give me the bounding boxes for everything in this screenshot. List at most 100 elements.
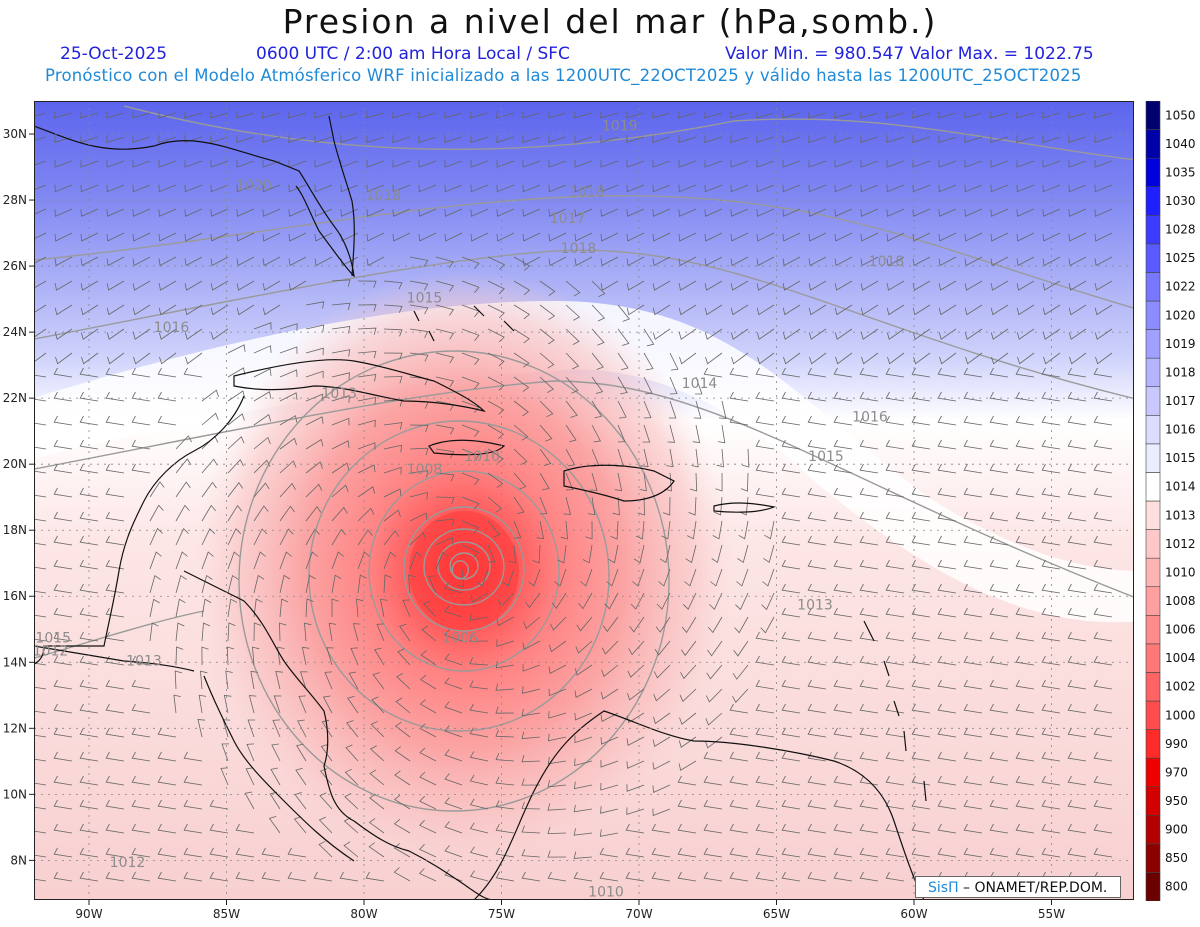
legend-swatch <box>1146 501 1160 530</box>
legend-label: 1028 <box>1165 223 1196 237</box>
y-tick-label: 20N <box>3 457 27 471</box>
credit-text: – ONAMET/REP.DOM. <box>959 880 1108 896</box>
isobar-label: 1015 <box>407 290 443 306</box>
y-tick-label: 22N <box>3 391 27 405</box>
legend-label: 1014 <box>1165 480 1196 494</box>
isobar-label: 1013 <box>126 654 162 670</box>
legend-swatch <box>1146 301 1160 330</box>
y-tick-label: 18N <box>3 523 27 537</box>
legend-label: 1006 <box>1165 623 1196 637</box>
min-max-label: Valor Min. = 980.547 Valor Max. = 1022.7… <box>725 44 1094 64</box>
map-title: Presion a nivel del mar (hPa,somb.) <box>0 2 1200 41</box>
y-tick-label: 24N <box>3 325 27 339</box>
legend-label: 1012 <box>1165 537 1196 551</box>
date-label: 25-Oct-2025 <box>60 44 167 64</box>
isobar-label: 1013 <box>321 386 357 402</box>
legend-swatch <box>1146 758 1160 787</box>
isobar-label: 1020 <box>236 178 272 194</box>
isobar-label: 1010 <box>464 449 500 465</box>
y-tick-label: 28N <box>3 193 27 207</box>
x-tick-label: 90W <box>75 907 102 921</box>
pressure-map: 101910201018 1018101710181018101510161014… <box>34 101 1134 900</box>
isobar-label: 1015 <box>808 449 844 465</box>
legend-swatch <box>1146 672 1160 701</box>
isobar-label: 1013 <box>797 597 833 613</box>
legend-label: 1016 <box>1165 423 1196 437</box>
isobar-label: 1018 <box>561 241 597 257</box>
legend-label: 1030 <box>1165 194 1196 208</box>
legend-swatch <box>1146 587 1160 616</box>
legend-swatch <box>1146 272 1160 301</box>
legend-label: 1000 <box>1165 708 1196 722</box>
isobar-label: 1018 <box>869 254 905 270</box>
legend-swatch <box>1146 130 1160 159</box>
legend-swatch <box>1146 415 1160 444</box>
credit-box: SisΠ – ONAMET/REP.DOM. <box>915 876 1121 898</box>
legend-label: 1002 <box>1165 680 1196 694</box>
isobar-label: 1018 <box>365 188 401 204</box>
legend-swatch <box>1146 187 1160 216</box>
legend-swatch <box>1146 815 1160 844</box>
isobar-label: 1014 <box>682 376 718 392</box>
legend-label: 970 <box>1165 765 1188 779</box>
y-tick-label: 14N <box>3 655 27 669</box>
legend-swatch <box>1146 244 1160 273</box>
x-tick-label: 75W <box>488 907 515 921</box>
legend-label: 1020 <box>1165 308 1196 322</box>
legend-label: 1018 <box>1165 365 1196 379</box>
legend-swatch <box>1146 158 1160 187</box>
isobar-label: 1016 <box>852 409 888 425</box>
legend-swatch <box>1146 615 1160 644</box>
color-legend: 8008509009509709901000100210041006100810… <box>1145 101 1200 901</box>
legend-swatch <box>1146 387 1160 416</box>
legend-label: 1022 <box>1165 280 1196 294</box>
legend-swatch <box>1146 558 1160 587</box>
legend-swatch <box>1146 530 1160 559</box>
legend-swatch <box>1146 644 1160 673</box>
isobar-label: 1019 <box>602 119 638 135</box>
isobar-label: 1012 <box>34 644 68 660</box>
isobar-label: 1017 <box>550 211 586 227</box>
y-tick-label: 8N <box>10 853 27 867</box>
time-label: 0600 UTC / 2:00 am Hora Local / SFC <box>256 44 570 64</box>
isobar-label: 1008 <box>407 462 443 478</box>
legend-label: 1050 <box>1165 108 1196 122</box>
legend-swatch <box>1146 701 1160 730</box>
legend-label: 900 <box>1165 823 1188 837</box>
legend-label: 1019 <box>1165 337 1196 351</box>
legend-label: 1035 <box>1165 165 1196 179</box>
legend-swatch <box>1146 330 1160 359</box>
legend-label: 850 <box>1165 851 1188 865</box>
isobar-label: 1006 <box>442 630 478 646</box>
x-tick-label: 85W <box>213 907 240 921</box>
legend-label: 1010 <box>1165 565 1196 579</box>
legend-label: 1017 <box>1165 394 1196 408</box>
y-tick-label: 26N <box>3 259 27 273</box>
isobar-label: 1016 <box>154 320 190 336</box>
isobar-label: 1010 <box>588 885 624 900</box>
legend-label: 990 <box>1165 737 1188 751</box>
x-tick-label: 65W <box>763 907 790 921</box>
legend-swatch <box>1146 844 1160 873</box>
y-tick-label: 30N <box>3 127 27 141</box>
x-tick-label: 80W <box>350 907 377 921</box>
x-tick-label: 55W <box>1038 907 1065 921</box>
legend-label: 950 <box>1165 794 1188 808</box>
legend-label: 1013 <box>1165 508 1196 522</box>
legend-label: 1015 <box>1165 451 1196 465</box>
legend-swatch <box>1146 101 1160 130</box>
y-tick-label: 12N <box>3 721 27 735</box>
x-tick-label: 60W <box>900 907 927 921</box>
y-tick-label: 16N <box>3 589 27 603</box>
x-tick-label: 70W <box>625 907 652 921</box>
isobar-label: 1012 <box>110 855 146 871</box>
legend-swatch <box>1146 358 1160 387</box>
legend-label: 800 <box>1165 880 1188 894</box>
y-tick-label: 10N <box>3 787 27 801</box>
legend-label: 1040 <box>1165 137 1196 151</box>
legend-swatch <box>1146 472 1160 501</box>
legend-swatch <box>1146 444 1160 473</box>
model-info-line: Pronóstico con el Modelo Atmósferico WRF… <box>45 66 1082 85</box>
legend-swatch <box>1146 730 1160 759</box>
legend-label: 1025 <box>1165 251 1196 265</box>
